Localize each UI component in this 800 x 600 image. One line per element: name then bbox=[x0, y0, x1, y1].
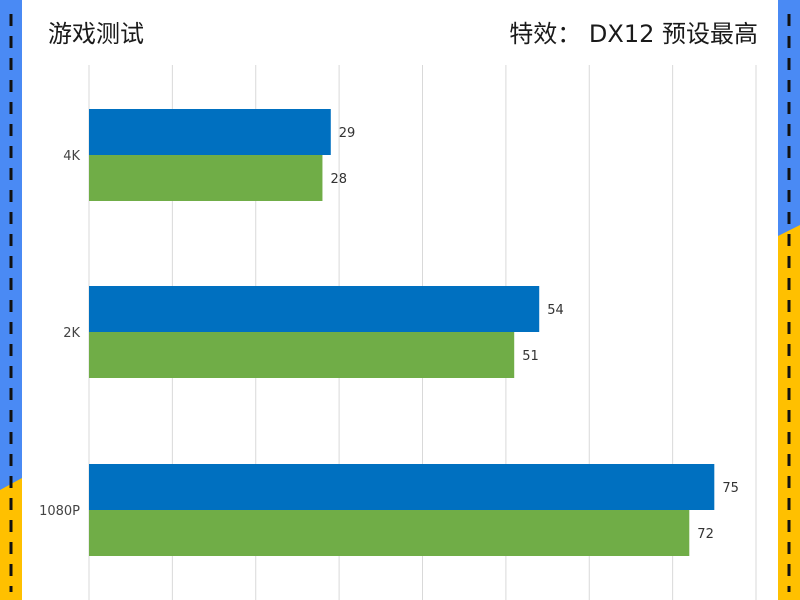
data-label: 51 bbox=[522, 349, 539, 364]
data-label: 72 bbox=[697, 527, 714, 542]
data-label: 54 bbox=[547, 303, 564, 318]
chart-title-left: 游戏测试 bbox=[48, 20, 144, 48]
bar bbox=[89, 109, 331, 155]
bar bbox=[89, 464, 715, 510]
chart-title-right: 特效： DX12 预设最高 bbox=[509, 20, 758, 48]
data-label: 75 bbox=[722, 481, 739, 496]
bar bbox=[89, 155, 323, 201]
category-tick-label: 4K bbox=[63, 149, 80, 164]
data-label: 29 bbox=[339, 126, 356, 141]
right-band-blue bbox=[778, 0, 800, 236]
bar bbox=[89, 510, 690, 556]
bar bbox=[89, 286, 540, 332]
category-tick-label: 1080P bbox=[39, 504, 80, 519]
category-tick-label: 2K bbox=[63, 326, 80, 341]
bars bbox=[89, 109, 715, 556]
bar bbox=[89, 332, 515, 378]
data-label: 28 bbox=[330, 172, 347, 187]
labels: 29 28 4K 54 51 2K 75 72 1080P bbox=[39, 126, 739, 542]
left-band-yellow bbox=[0, 478, 22, 600]
